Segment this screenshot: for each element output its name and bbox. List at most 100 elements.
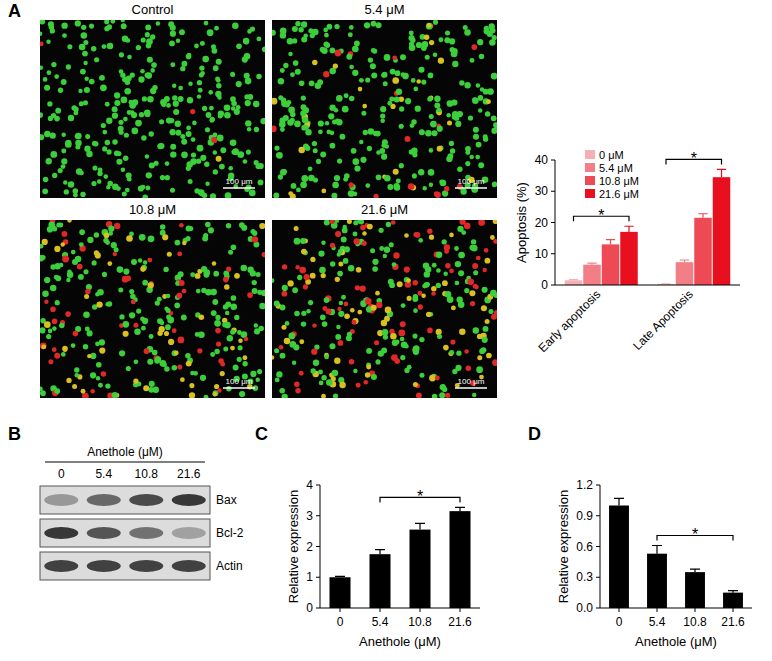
cell [327, 24, 333, 30]
cell [293, 60, 299, 66]
cell [301, 175, 308, 182]
cell [477, 355, 482, 360]
bar [676, 262, 694, 285]
blot-band [44, 494, 78, 506]
cell [302, 117, 309, 124]
cell [243, 159, 248, 164]
cell [299, 267, 306, 274]
cell [468, 115, 473, 120]
cell [445, 30, 450, 35]
cell [201, 266, 207, 272]
cell [215, 328, 221, 334]
figure: ABCDControl100 μm5.4 μM100 μm10.8 μM100 … [0, 0, 772, 661]
cell [303, 274, 309, 280]
cell [404, 344, 408, 348]
bar [450, 511, 471, 608]
cell [396, 88, 402, 94]
cell [149, 381, 155, 387]
cell [303, 33, 308, 38]
y-tick-label: 0 [541, 278, 548, 292]
cell [245, 100, 251, 106]
scale-bar-label: 100 μm [226, 377, 253, 386]
cell [324, 297, 330, 303]
cell [74, 367, 79, 372]
cell [211, 137, 217, 143]
legend-label: 5.4 μM [599, 162, 633, 174]
cell [308, 300, 313, 305]
cell [449, 38, 455, 44]
cell [43, 177, 49, 183]
cell [355, 285, 360, 290]
cell [490, 290, 497, 297]
cell [42, 239, 48, 245]
cell [275, 377, 280, 382]
cell [99, 348, 105, 354]
cell [339, 382, 345, 388]
cell [94, 57, 99, 62]
cell [494, 310, 497, 315]
cell [469, 245, 475, 251]
cell [319, 381, 324, 386]
cell [330, 48, 336, 54]
cell [424, 35, 430, 41]
micrograph [40, 220, 265, 398]
cell [122, 191, 127, 196]
cell [491, 73, 497, 80]
y-tick-label: 4 [306, 478, 313, 492]
cell [481, 347, 487, 353]
cell [148, 282, 154, 288]
cell [175, 121, 181, 127]
cell [426, 312, 431, 317]
cell [368, 57, 373, 62]
cell [255, 163, 261, 169]
cell [79, 171, 83, 175]
blot-band [172, 560, 206, 572]
cell [42, 188, 48, 194]
cell [54, 353, 60, 359]
cell [61, 242, 65, 246]
cell [486, 353, 492, 359]
cell [451, 305, 456, 310]
cell [196, 159, 201, 164]
cell [344, 302, 349, 307]
cell [425, 130, 432, 137]
cell [40, 327, 45, 333]
x-tick-label: 10.8 [408, 615, 432, 629]
cell [134, 329, 140, 335]
cell [450, 339, 455, 344]
cell [339, 301, 344, 306]
blot-band [87, 560, 121, 572]
cell [47, 70, 52, 75]
cell [158, 143, 164, 149]
cell [170, 62, 175, 67]
cell [142, 96, 147, 101]
cell [387, 184, 393, 190]
cell [75, 256, 81, 262]
cell [473, 327, 479, 333]
cell [479, 54, 484, 59]
cell [202, 236, 208, 242]
cell [178, 271, 184, 277]
cell [101, 123, 106, 128]
cell [310, 368, 315, 373]
x-tick [619, 608, 620, 612]
cell [367, 224, 373, 230]
cell [363, 130, 368, 135]
cell [187, 97, 193, 103]
cell [299, 81, 305, 87]
cell [313, 148, 318, 153]
cell [50, 285, 57, 292]
cell [365, 183, 370, 188]
cell [40, 244, 43, 249]
cell [245, 78, 252, 85]
cell [413, 308, 418, 313]
cell [145, 185, 150, 190]
cell [186, 126, 191, 131]
cell [390, 333, 397, 340]
cell [156, 21, 161, 26]
cell [454, 246, 459, 251]
cell [281, 325, 286, 330]
cell [442, 239, 447, 244]
cell [427, 328, 433, 334]
cell [295, 21, 301, 27]
